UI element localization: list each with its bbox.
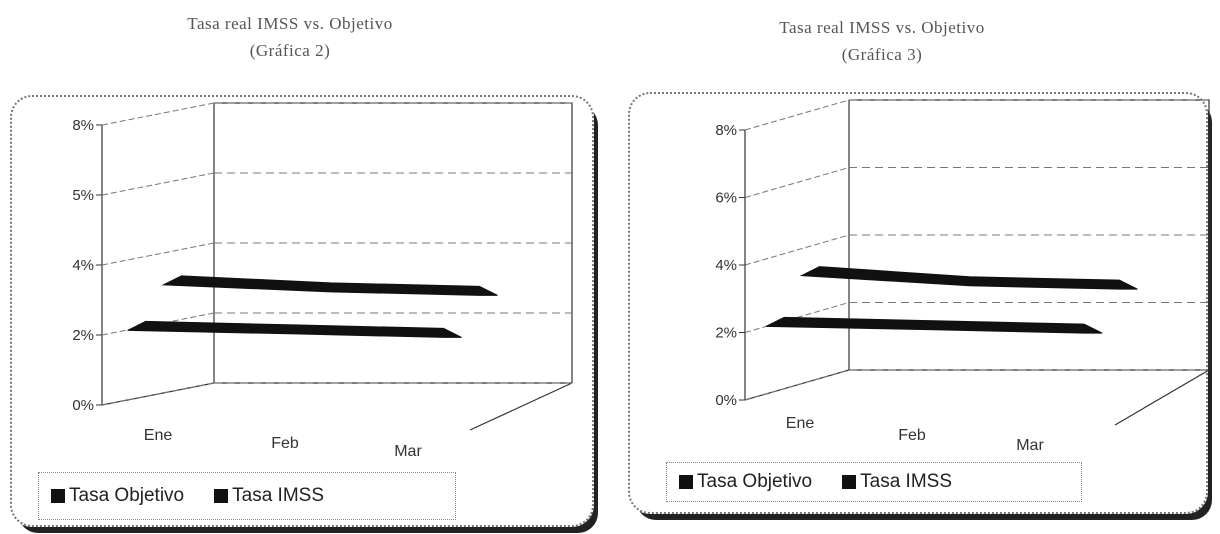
x-tick-label: Ene — [786, 415, 815, 432]
legend-item-tasa-imss: Tasa IMSS — [214, 485, 324, 507]
legend-item-tasa-objetivo: Tasa Objetivo — [51, 485, 184, 507]
legend-swatch — [51, 489, 65, 503]
series-ribbon-tasa-imss — [799, 266, 1138, 290]
series-ribbon-tasa-objetivo — [127, 320, 462, 338]
chart-legend: Tasa Objetivo Tasa IMSS — [666, 462, 1082, 502]
y-tick-label: 2% — [715, 325, 737, 342]
legend-label: Tasa IMSS — [232, 485, 324, 506]
chart-subtitle-text: (Gráfica 2) — [249, 41, 331, 60]
chart-panel-grafica-2: Tasa real IMSS vs. Objetivo (Gráfica 2) … — [10, 10, 594, 527]
legend-label: Tasa Objetivo — [697, 471, 813, 492]
chart-title-text: Tasa real IMSS vs. Objetivo — [779, 18, 985, 37]
chart-frame — [10, 95, 594, 527]
legend-swatch — [679, 475, 693, 489]
legend-item-tasa-objetivo: Tasa Objetivo — [679, 471, 812, 493]
gridline-side — [101, 242, 215, 266]
floor — [101, 382, 573, 431]
legend-swatch — [842, 475, 857, 489]
gridline-side — [744, 369, 850, 401]
gridline-side — [744, 99, 850, 131]
series-ribbon-tasa-objetivo — [765, 316, 1103, 334]
gridline-side — [101, 102, 215, 126]
gridline-side — [101, 382, 215, 406]
x-tick-label: Feb — [271, 435, 299, 452]
y-tick-label: 8% — [72, 117, 94, 134]
y-tick-label: 4% — [72, 257, 94, 274]
legend-label: Tasa Objetivo — [69, 485, 185, 506]
floor — [744, 369, 1212, 426]
chart-subtitle-text: (Gráfica 3) — [841, 45, 923, 64]
gridline-side — [744, 167, 850, 198]
legend-item-tasa-imss: Tasa IMSS — [842, 471, 952, 493]
y-tick-label: 8% — [715, 122, 737, 139]
y-tick-label: 6% — [715, 190, 737, 207]
x-tick-label: Mar — [1016, 437, 1044, 454]
chart-plot: 0% 2% 4% 5% 8% Ene Feb Mar — [72, 102, 573, 460]
x-tick-label: Ene — [144, 427, 173, 444]
chart-title: Tasa real IMSS vs. Objetivo (Gráfica 2) — [120, 10, 460, 64]
gridline-side — [744, 234, 850, 266]
x-tick-label: Mar — [394, 443, 422, 460]
chart-title: Tasa real IMSS vs. Objetivo (Gráfica 3) — [712, 14, 1052, 68]
chart-title-text: Tasa real IMSS vs. Objetivo — [187, 14, 393, 33]
chart-legend: Tasa Objetivo Tasa IMSS — [38, 472, 456, 520]
y-tick-label: 4% — [715, 257, 737, 274]
x-tick-label: Feb — [898, 427, 926, 444]
series-ribbon-tasa-imss — [161, 275, 498, 296]
legend-label: Tasa IMSS — [860, 471, 952, 492]
y-tick-label: 0% — [715, 392, 737, 409]
y-tick-label: 5% — [72, 187, 94, 204]
chart-panel-grafica-3: Tasa real IMSS vs. Objetivo (Gráfica 3) … — [612, 0, 1220, 534]
gridline-side — [101, 172, 215, 196]
y-tick-label: 2% — [72, 327, 94, 344]
y-tick-label: 0% — [72, 397, 94, 414]
chart-plot: 0% 2% 4% 6% 8% Ene Feb Mar — [715, 99, 1212, 454]
legend-swatch — [214, 489, 229, 503]
